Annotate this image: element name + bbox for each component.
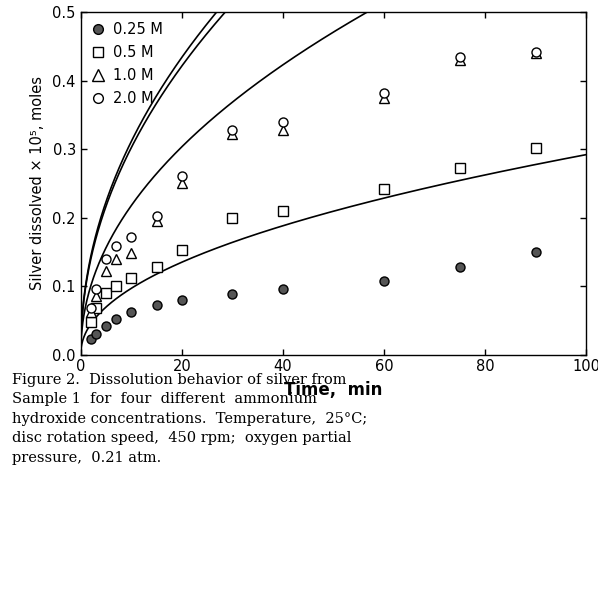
Legend: 0.25 M, 0.5 M, 1.0 M, 2.0 M: 0.25 M, 0.5 M, 1.0 M, 2.0 M	[85, 16, 169, 112]
X-axis label: Time,  min: Time, min	[284, 381, 383, 399]
Y-axis label: Silver dissolved × 10⁵, moles: Silver dissolved × 10⁵, moles	[30, 76, 45, 290]
Text: Figure 2.  Dissolution behavior of silver from
Sample 1  for  four  different  a: Figure 2. Dissolution behavior of silver…	[12, 373, 367, 465]
